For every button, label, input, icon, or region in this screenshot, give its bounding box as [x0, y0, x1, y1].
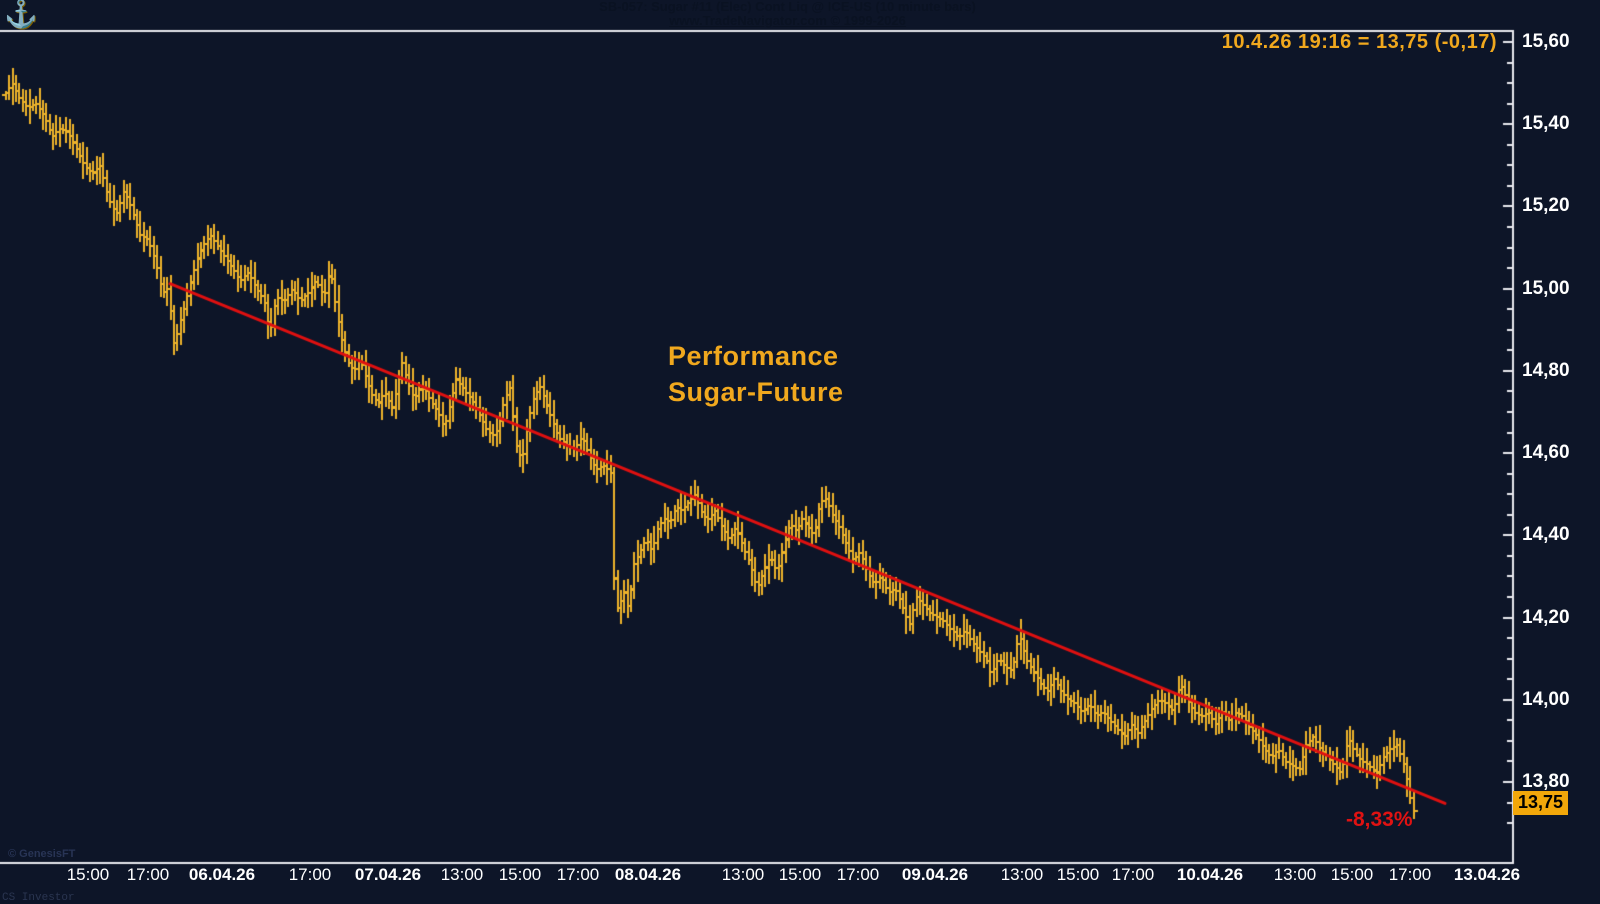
time-axis-label: 13:00 [1000, 865, 1044, 884]
time-axis-label: 13:00 [721, 865, 765, 884]
time-axis-label: 15:00 [1056, 865, 1100, 884]
price-axis-label: 14,80 [1522, 359, 1570, 381]
price-axis-label: 15,00 [1522, 277, 1570, 299]
time-axis-label: 15:00 [498, 865, 542, 884]
time-axis-label: 15:00 [66, 865, 110, 884]
date-axis-label: 09.04.26 [901, 865, 969, 884]
performance-annotation: Performance Sugar-Future [668, 338, 844, 410]
chart-header: SB-057: Sugar #11 (Elec) Cont Liq @ ICE-… [0, 0, 1575, 28]
date-axis-label: 10.04.26 [1176, 865, 1244, 884]
annotation-line2: Sugar-Future [668, 377, 844, 407]
time-axis-label: 13:00 [440, 865, 484, 884]
price-axis-label: 15,60 [1522, 31, 1570, 52]
time-axis: 15:00 17:00 06.04.26 17:00 07.04.26 13:00 15:0… [0, 865, 1600, 887]
price-axis-label: 15,20 [1522, 195, 1570, 217]
time-axis-label: 17:00 [288, 865, 332, 884]
price-axis-label: 14,40 [1522, 524, 1570, 546]
price-axis-label: 13,80 [1522, 771, 1570, 792]
quote-readout: 10.4.26 19:16 = 13,75 (-0,17) [1221, 31, 1497, 53]
price-axis-label: 15,40 [1522, 113, 1570, 135]
time-axis-label: 17:00 [556, 865, 600, 884]
time-axis-label: 17:00 [1111, 865, 1155, 884]
time-axis-label: 17:00 [836, 865, 880, 884]
status-bar-text: CS Investor [2, 892, 75, 904]
time-axis-label: 17:00 [126, 865, 170, 884]
chart-title: SB-057: Sugar #11 (Elec) Cont Liq @ ICE-… [599, 0, 976, 14]
anchor-icon: ⚓ [4, 0, 38, 29]
date-axis-label: 08.04.26 [614, 865, 682, 884]
price-axis-label: 14,00 [1522, 688, 1570, 710]
genesis-copyright: © GenesisFT [8, 848, 76, 860]
time-axis-label: 15:00 [1330, 865, 1374, 884]
time-axis-label: 15:00 [778, 865, 822, 884]
price-axis-label: 14,60 [1522, 442, 1570, 464]
time-axis-label: 17:00 [1388, 865, 1432, 884]
price-axis-label: 14,20 [1522, 606, 1570, 628]
price-axis: 15,60 15,40 15,20 15,00 14,80 14,60 14,40 14,20… [1518, 0, 1598, 904]
time-axis-label: 13:00 [1273, 865, 1317, 884]
vendor-link[interactable]: www.TradeNavigator.com © 1999-2026 [669, 13, 906, 28]
annotation-line1: Performance [668, 341, 839, 371]
date-axis-label: 06.04.26 [188, 865, 256, 884]
performance-percent: -8,33% [1346, 808, 1413, 831]
date-axis-label: 13.04.26 [1453, 865, 1521, 884]
date-axis-label: 07.04.26 [354, 865, 422, 884]
last-price-badge: 13,75 [1513, 790, 1569, 815]
